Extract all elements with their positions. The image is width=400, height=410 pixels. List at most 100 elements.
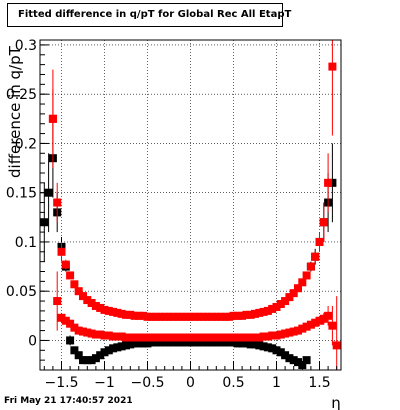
data-point xyxy=(186,333,195,342)
data-point xyxy=(165,338,173,347)
data-point xyxy=(83,296,92,305)
chart-title: Fitted difference in q/pT for Global Rec… xyxy=(7,3,291,27)
data-point xyxy=(272,346,281,355)
data-point xyxy=(61,260,70,269)
data-point xyxy=(294,326,302,335)
data-point xyxy=(122,333,130,342)
data-point xyxy=(109,344,118,353)
data-point xyxy=(332,341,341,350)
data-point xyxy=(298,278,307,287)
data-point xyxy=(53,198,62,207)
data-point xyxy=(229,338,238,347)
data-point xyxy=(242,339,251,348)
data-point xyxy=(263,306,272,315)
data-point xyxy=(134,333,143,342)
data-point xyxy=(259,307,268,316)
data-point xyxy=(57,247,66,256)
data-point xyxy=(100,305,109,314)
data-point xyxy=(186,312,195,321)
y-axis-label: difference in q/pT xyxy=(6,45,24,178)
data-point xyxy=(104,346,113,355)
data-point xyxy=(117,309,126,318)
data-point xyxy=(147,338,156,347)
data-point xyxy=(199,312,208,321)
data-point xyxy=(324,178,333,187)
x-tick-label: −1 xyxy=(94,375,115,391)
data-point xyxy=(251,309,259,318)
data-point xyxy=(126,340,135,349)
data-point xyxy=(302,356,311,365)
y-tick-label: 0.05 xyxy=(6,284,37,300)
data-point xyxy=(220,338,229,347)
data-point xyxy=(139,311,148,320)
data-point xyxy=(130,339,139,348)
data-point xyxy=(126,310,135,319)
y-tick-label: 0.1 xyxy=(15,235,37,251)
data-point xyxy=(298,361,307,370)
data-point xyxy=(113,308,122,317)
data-point xyxy=(70,346,79,355)
x-tick-label: −1.5 xyxy=(45,375,79,391)
data-point xyxy=(246,333,255,342)
data-point xyxy=(173,338,182,347)
data-point xyxy=(294,284,302,293)
data-point xyxy=(199,333,208,342)
data-point xyxy=(190,338,199,347)
data-point xyxy=(139,333,148,342)
data-point xyxy=(229,311,238,320)
data-point xyxy=(160,312,169,321)
axis-ticks xyxy=(40,44,338,370)
data-point xyxy=(225,312,234,321)
data-point xyxy=(251,340,259,349)
data-point xyxy=(203,338,212,347)
data-point xyxy=(208,312,216,321)
data-point xyxy=(173,333,182,342)
data-point xyxy=(87,299,96,308)
data-point xyxy=(134,311,143,320)
data-point xyxy=(70,323,79,332)
data-point xyxy=(272,331,281,340)
data-point xyxy=(165,312,173,321)
data-point xyxy=(255,308,264,317)
data-point xyxy=(173,312,182,321)
data-point xyxy=(212,312,221,321)
data-point xyxy=(315,316,324,325)
data-point xyxy=(306,262,315,271)
data-point xyxy=(79,292,87,301)
data-point xyxy=(203,333,212,342)
data-point xyxy=(74,351,83,360)
data-point xyxy=(259,332,268,341)
data-point xyxy=(246,310,255,319)
data-point xyxy=(91,354,100,363)
data-point xyxy=(156,333,165,342)
data-point xyxy=(169,338,178,347)
data-point xyxy=(122,310,130,319)
data-point xyxy=(289,327,298,336)
data-point xyxy=(87,356,96,365)
data-point xyxy=(289,289,298,298)
data-point xyxy=(182,333,191,342)
data-point xyxy=(311,252,320,261)
timestamp-label: Fri May 21 17:40:57 2021 xyxy=(4,396,133,406)
data-point xyxy=(165,333,173,342)
data-point xyxy=(263,332,272,341)
y-tick-label: 0.2 xyxy=(15,136,37,152)
data-point xyxy=(242,310,251,319)
data-point xyxy=(216,338,225,347)
data-point xyxy=(104,306,113,315)
tick-labels: −1.5 −1 −0.5 0 0.5 1 1.5 0 0.05 0.1 0.15 0.2 0.25 0.3 xyxy=(6,38,331,391)
data-point xyxy=(195,312,204,321)
data-point xyxy=(199,338,208,347)
data-point xyxy=(195,338,204,347)
data-point xyxy=(268,304,277,313)
data-point xyxy=(268,331,277,340)
data-point xyxy=(96,303,105,312)
data-point xyxy=(87,329,96,338)
data-point xyxy=(298,324,307,333)
data-point xyxy=(100,331,109,340)
data-point xyxy=(74,326,83,335)
data-point xyxy=(130,333,139,342)
data-point xyxy=(306,320,315,329)
x-tick-label: 1 xyxy=(272,375,281,391)
data-point xyxy=(255,341,264,350)
